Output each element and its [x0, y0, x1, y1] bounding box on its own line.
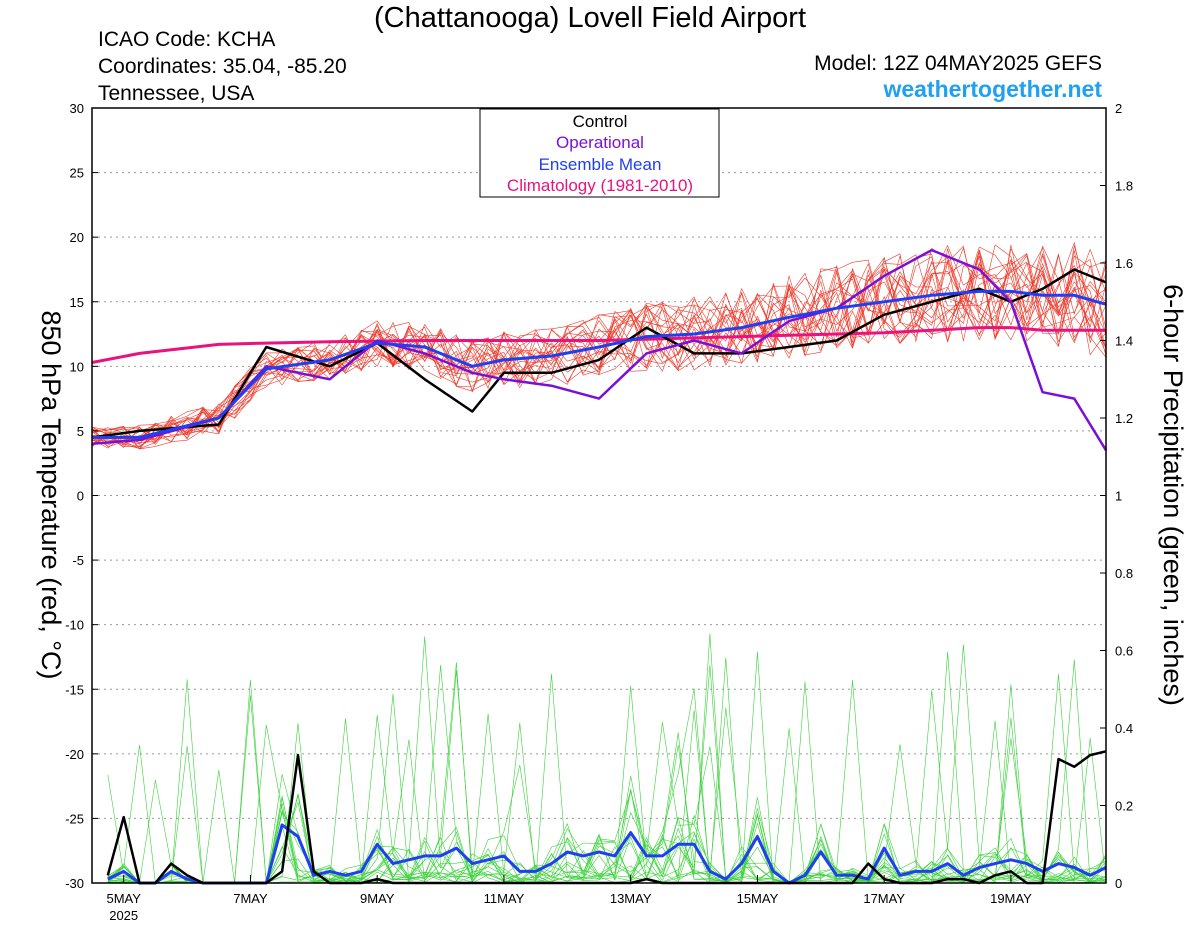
y-tick-left: 25: [70, 166, 84, 181]
legend-climatology: Climatology (1981-2010): [507, 176, 693, 195]
temp-member-line: [91, 242, 1107, 445]
y-tick-right: 2: [1115, 101, 1122, 116]
y-tick-left: 15: [70, 295, 84, 310]
x-tick-label: 13MAY: [610, 891, 652, 906]
model-run: Model: 12Z 04MAY2025 GEFS: [814, 52, 1102, 75]
temp-operational-line: [91, 248, 1108, 451]
y-tick-right: 0.4: [1115, 721, 1133, 736]
y-tick-left: 30: [70, 101, 84, 116]
y-tick-left: 0: [77, 489, 84, 504]
x-tick-label: 11MAY: [484, 891, 525, 906]
y-tick-left: -20: [65, 747, 84, 762]
precip-member-line: [107, 633, 1107, 884]
y-tick-right: 1.8: [1115, 179, 1133, 194]
temp-member-line: [91, 247, 1107, 439]
location: Tennessee, USA: [98, 82, 255, 105]
y-tick-left: -10: [65, 618, 84, 633]
precip-member-line: [107, 722, 1107, 884]
x-tick-label: 7MAY: [233, 891, 268, 906]
y-tick-right: 0.8: [1115, 566, 1133, 581]
chart-title: (Chattanooga) Lovell Field Airport: [373, 2, 806, 34]
x-tick-label: 5MAY: [106, 891, 141, 906]
y-tick-left: 5: [77, 424, 84, 439]
y-tick-right: 1.4: [1115, 334, 1133, 349]
precip-member-line: [107, 679, 1107, 884]
precip-member-line: [107, 644, 1107, 884]
temp-member-line: [91, 245, 1107, 436]
y-tick-right: 0: [1115, 876, 1122, 891]
x-tick-label: 17MAY: [863, 891, 905, 906]
climatology-line: [91, 326, 1106, 364]
y-axis-label-left: 850 hPa Temperature (red, °C): [36, 311, 66, 680]
y-tick-right: 0.6: [1115, 644, 1133, 659]
y-tick-left: -30: [65, 876, 84, 891]
y-tick-left: 20: [70, 230, 84, 245]
x-tick-label: 15MAY: [737, 891, 779, 906]
precip-member-line: [107, 662, 1107, 884]
precip-member-line: [107, 657, 1107, 884]
y-tick-left: -5: [72, 553, 84, 568]
legend-control: Control: [573, 112, 628, 131]
temp-member-line: [91, 263, 1107, 450]
series-lines: [91, 248, 1108, 885]
y-tick-right: 1: [1115, 489, 1122, 504]
legend-ensemble-mean: Ensemble Mean: [539, 155, 662, 174]
temp-control-line: [91, 268, 1107, 439]
x-tick-label: 19MAY: [990, 891, 1032, 906]
precip-member-line: [107, 744, 1107, 884]
precip-members: [107, 633, 1107, 884]
precip-member-line: [107, 636, 1107, 884]
y-tick-right: 1.2: [1115, 411, 1133, 426]
temp-member-line: [91, 254, 1107, 447]
y-tick-left: 10: [70, 359, 84, 374]
temp-mean-line: [92, 289, 1107, 439]
y-tick-left: -25: [65, 811, 84, 826]
icao-code: ICAO Code: KCHA: [98, 28, 276, 51]
temp-member-line: [91, 250, 1107, 443]
y-tick-right: 1.6: [1115, 256, 1133, 271]
precip-member-line: [107, 684, 1107, 884]
precip-mean-line: [107, 823, 1107, 885]
legend-box: Control Operational Ensemble Mean Climat…: [479, 108, 720, 198]
x-year-label: 2025: [109, 908, 138, 923]
legend-operational: Operational: [556, 133, 644, 152]
y-axis-label-right: 6-hour Precipitation (green, inches): [1158, 284, 1188, 706]
coordinates: Coordinates: 35.04, -85.20: [98, 55, 347, 78]
axes: 302520151050-5-10-15-20-25-3021.81.61.41…: [65, 101, 1133, 923]
x-tick-label: 9MAY: [360, 891, 395, 906]
y-tick-left: -15: [65, 682, 84, 697]
y-tick-right: 0.2: [1115, 799, 1133, 814]
website-link[interactable]: weathertogether.net: [883, 76, 1102, 102]
